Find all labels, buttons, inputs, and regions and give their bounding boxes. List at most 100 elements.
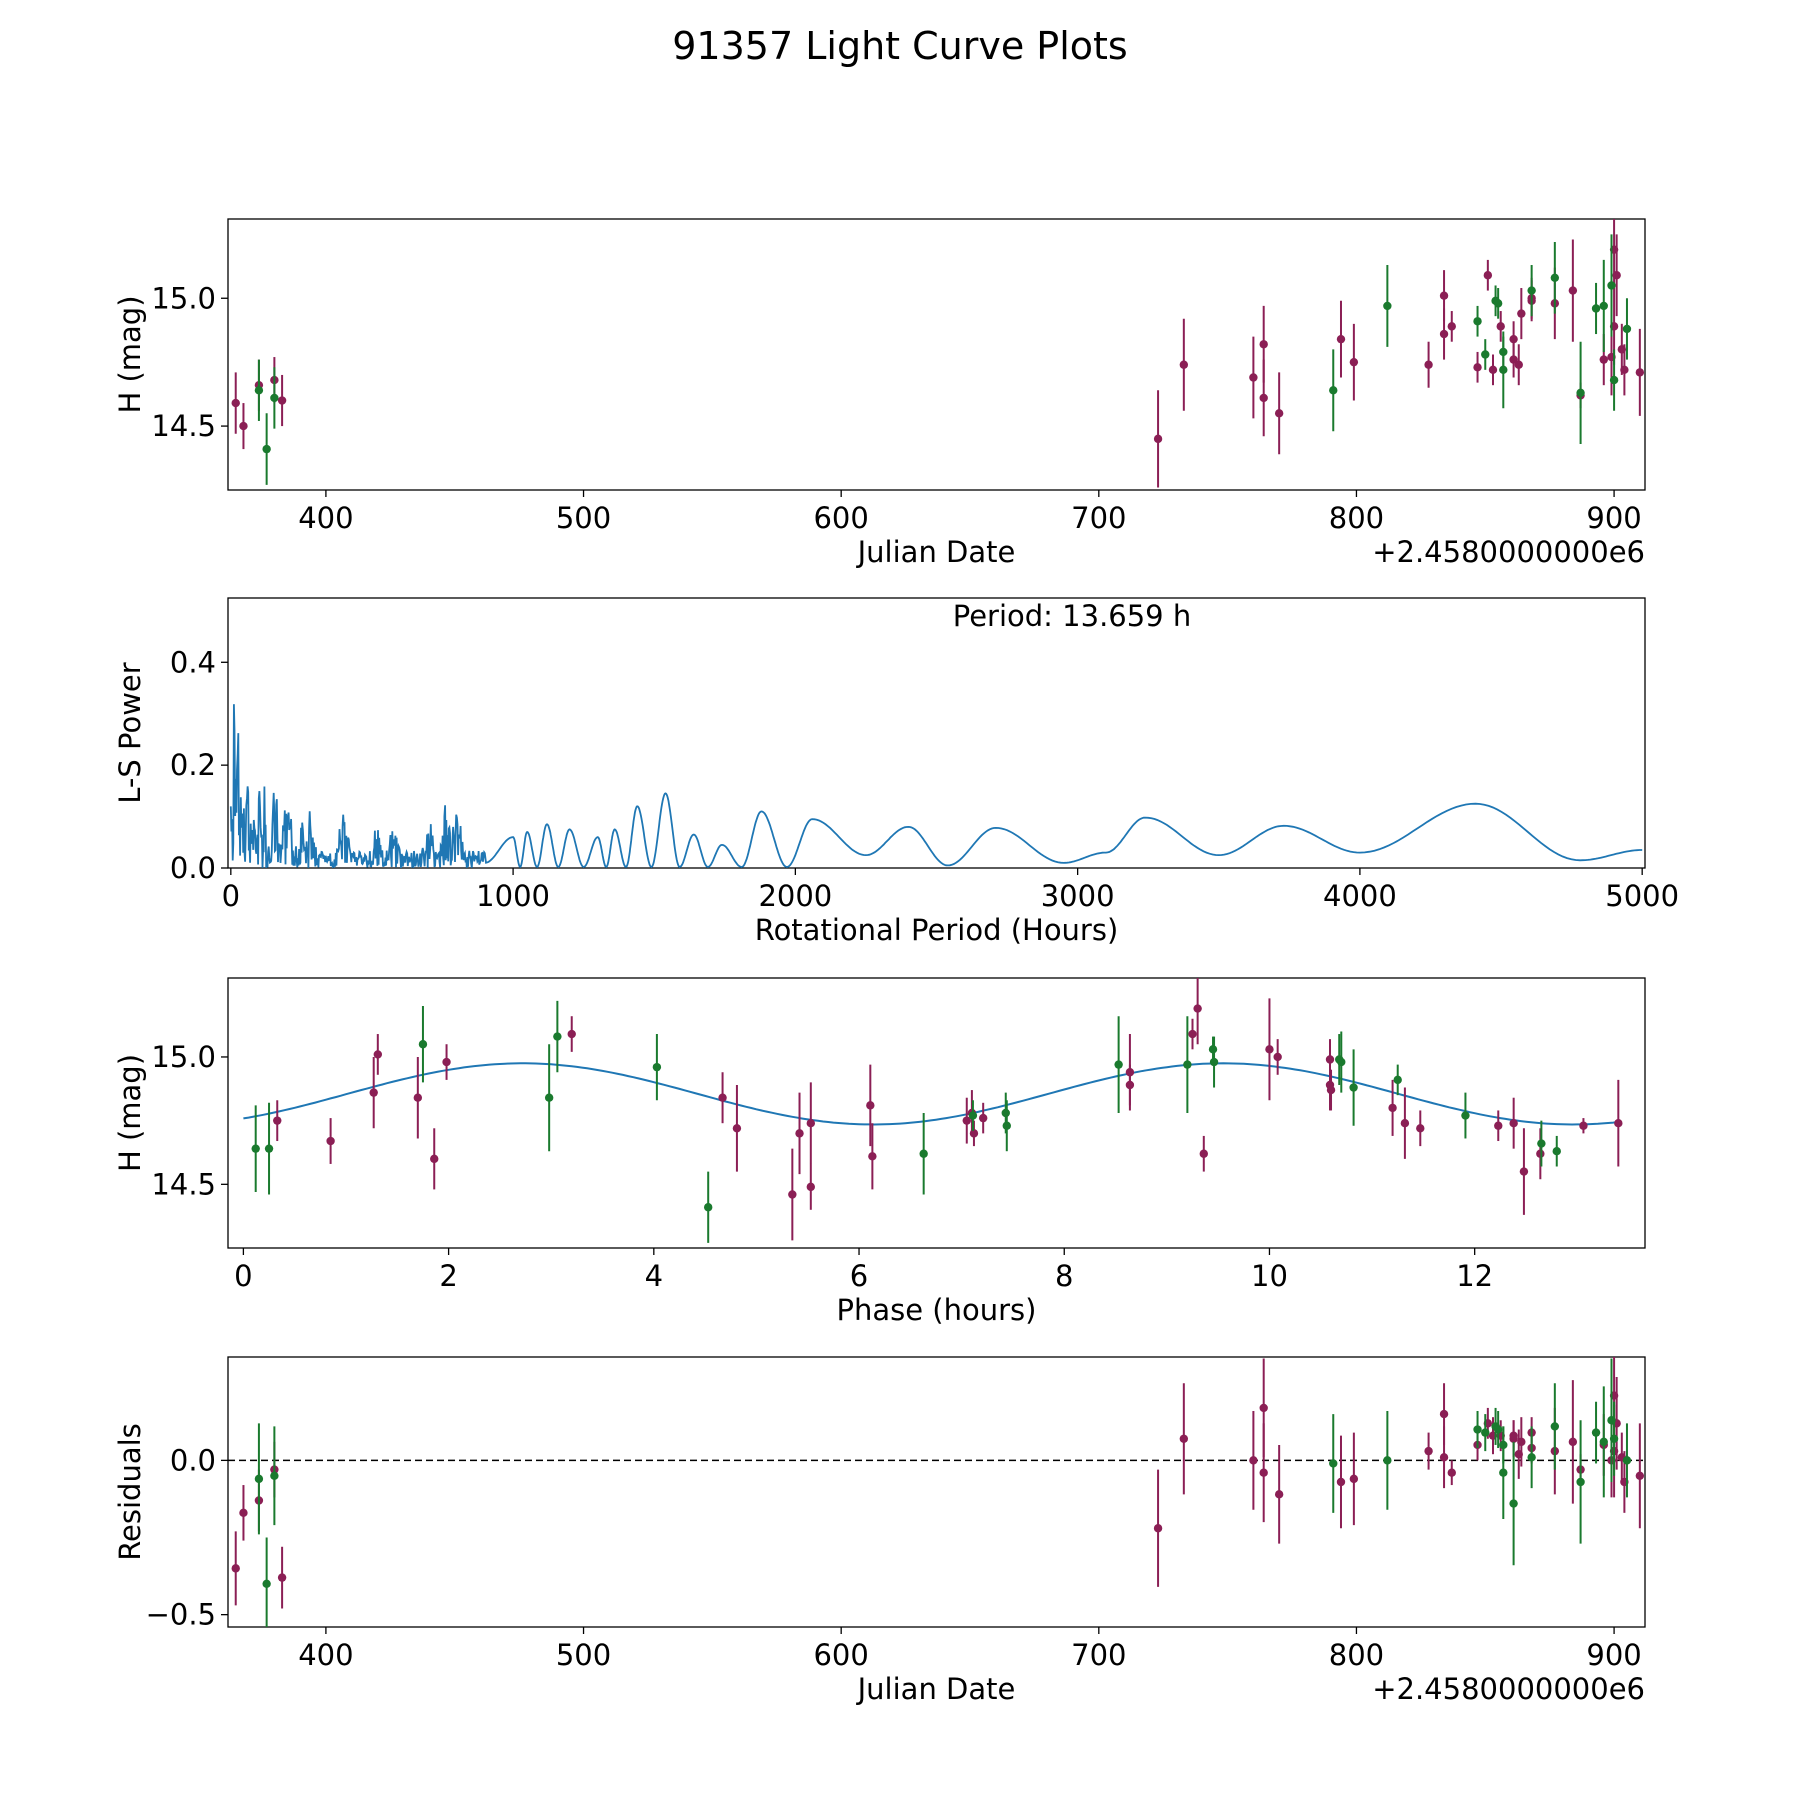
residuals-xtick-label: 600: [813, 1638, 868, 1672]
lightcurve-point-r: [1635, 368, 1645, 377]
phase-xtick-label: 12: [1456, 1259, 1493, 1293]
periodogram-plot-area: [229, 704, 1643, 868]
phase-point-g: [418, 1040, 428, 1049]
periodogram-ytick-label: 0.2: [170, 748, 216, 782]
lightcurve-ytick-label: 14.5: [151, 409, 216, 443]
lightcurve-xtick-label: 800: [1329, 501, 1384, 535]
phase-point-g: [1537, 1139, 1546, 1148]
phase-point-r: [732, 1124, 742, 1133]
phase-point-r: [326, 1136, 335, 1146]
residuals-ytick-label: −0.5: [146, 1598, 216, 1632]
phase-ytick-label: 15.0: [151, 1040, 216, 1074]
phase-xtick-label: 4: [645, 1259, 663, 1293]
residuals-point-g: [1622, 1456, 1632, 1465]
phase-point-r: [1536, 1149, 1545, 1158]
residuals-xtick-label: 800: [1329, 1638, 1384, 1672]
phase-point-r: [978, 1113, 988, 1123]
phase-xtick-label: 6: [850, 1259, 868, 1293]
residuals-xlabel: Julian Date: [856, 1672, 1016, 1706]
residuals-point-r: [1447, 1468, 1456, 1477]
residuals-point-r: [1153, 1524, 1163, 1533]
residuals-point-g: [1473, 1425, 1482, 1434]
periodogram-annotation: Period: 13.659 h: [953, 599, 1192, 633]
lightcurve-point-g: [1609, 375, 1619, 385]
phase-point-g: [652, 1062, 662, 1072]
lightcurve-point-r: [1424, 360, 1433, 369]
residuals-point-r: [1249, 1456, 1258, 1465]
residuals-point-r: [1635, 1471, 1645, 1481]
phase-point-r: [1494, 1121, 1503, 1130]
residuals-point-g: [1550, 1422, 1560, 1431]
lightcurve-xtick-label: 900: [1586, 501, 1641, 535]
lightcurve-point-r: [1439, 329, 1449, 339]
phase-ytick-label: 14.5: [151, 1167, 216, 1201]
phase-point-r: [1326, 1085, 1336, 1095]
phase-plot-area: [243, 978, 1623, 1243]
residuals-point-r: [1336, 1477, 1346, 1487]
phase-point-g: [1461, 1111, 1470, 1120]
phase-point-r: [866, 1101, 875, 1110]
lightcurve-point-r: [1568, 286, 1578, 295]
lightcurve-xtick-label: 600: [813, 501, 868, 535]
residuals-point-r: [1274, 1490, 1284, 1499]
phase-point-g: [1002, 1121, 1011, 1130]
phase-point-r: [369, 1088, 378, 1097]
phase-point-g: [553, 1032, 562, 1041]
phase-point-r: [1199, 1149, 1208, 1158]
residuals-point-r: [1568, 1437, 1578, 1447]
lightcurve-point-g: [262, 444, 271, 454]
residuals-point-r: [1259, 1468, 1268, 1477]
phase-point-r: [962, 1116, 971, 1125]
residuals-plot-frame: [227, 1356, 1646, 1628]
residuals-point-g: [1481, 1428, 1490, 1437]
phase-plot-frame: [227, 977, 1646, 1249]
lightcurve-xtick-label: 400: [298, 501, 353, 535]
residuals-ytick-label: 0.0: [170, 1443, 216, 1477]
phase-panel: 0 2 4 6 8 10 12 14.5 15.0 Phase (hours) H (mag): [113, 977, 1646, 1327]
lightcurve-point-r: [1447, 322, 1456, 331]
lightcurve-ytick-label: 15.0: [151, 281, 216, 315]
residuals-point-r: [1259, 1403, 1268, 1413]
residuals-offset-label: +2.4580000000e6: [1372, 1672, 1645, 1706]
residuals-point-g: [270, 1471, 279, 1481]
residuals-point-r: [277, 1573, 287, 1582]
lightcurve-xlabel: Julian Date: [856, 535, 1016, 569]
phase-point-r: [718, 1093, 727, 1102]
phase-point-g: [1208, 1045, 1218, 1054]
residuals-point-r: [1517, 1437, 1526, 1447]
phase-point-r: [430, 1154, 439, 1164]
lightcurve-point-r: [1483, 271, 1493, 280]
lightcurve-xtick-label: 500: [556, 501, 611, 535]
phase-point-r: [1388, 1103, 1397, 1113]
residuals-point-r: [1509, 1431, 1518, 1440]
periodogram-ytick-label: 0.0: [170, 851, 216, 885]
lightcurve-point-r: [1259, 340, 1268, 349]
residuals-point-g: [1591, 1428, 1601, 1437]
phase-point-r: [1400, 1118, 1410, 1128]
lightcurve-ylabel: H (mag): [113, 295, 147, 413]
phase-point-g: [1393, 1075, 1402, 1085]
lightcurve-point-g: [254, 386, 264, 395]
lightcurve-point-r: [1274, 409, 1284, 418]
residuals-point-g: [1493, 1425, 1503, 1434]
phase-ylabel: H (mag): [113, 1054, 147, 1172]
phase-xtick-label: 0: [234, 1259, 252, 1293]
lightcurve-point-g: [1527, 286, 1536, 295]
residuals-xtick-label: 400: [298, 1638, 353, 1672]
lightcurve-panel: 400 500 600 700 800 900 14.5 15.0 Julian Date H (…: [113, 218, 1646, 569]
phase-point-g: [1114, 1060, 1123, 1069]
residuals-point-g: [1509, 1499, 1518, 1508]
lightcurve-point-r: [1509, 355, 1518, 364]
phase-point-r: [567, 1029, 576, 1039]
residuals-point-r: [1424, 1446, 1433, 1456]
lightcurve-point-r: [1439, 291, 1449, 300]
periodogram-xtick-label: 1000: [476, 879, 550, 913]
residuals-point-g: [262, 1579, 271, 1589]
lightcurve-point-r: [1336, 334, 1346, 344]
lightcurve-point-r: [1496, 322, 1505, 331]
lightcurve-point-g: [1499, 347, 1508, 357]
phase-point-g: [544, 1093, 554, 1102]
phase-point-g: [1349, 1083, 1358, 1092]
phase-point-r: [273, 1116, 282, 1125]
